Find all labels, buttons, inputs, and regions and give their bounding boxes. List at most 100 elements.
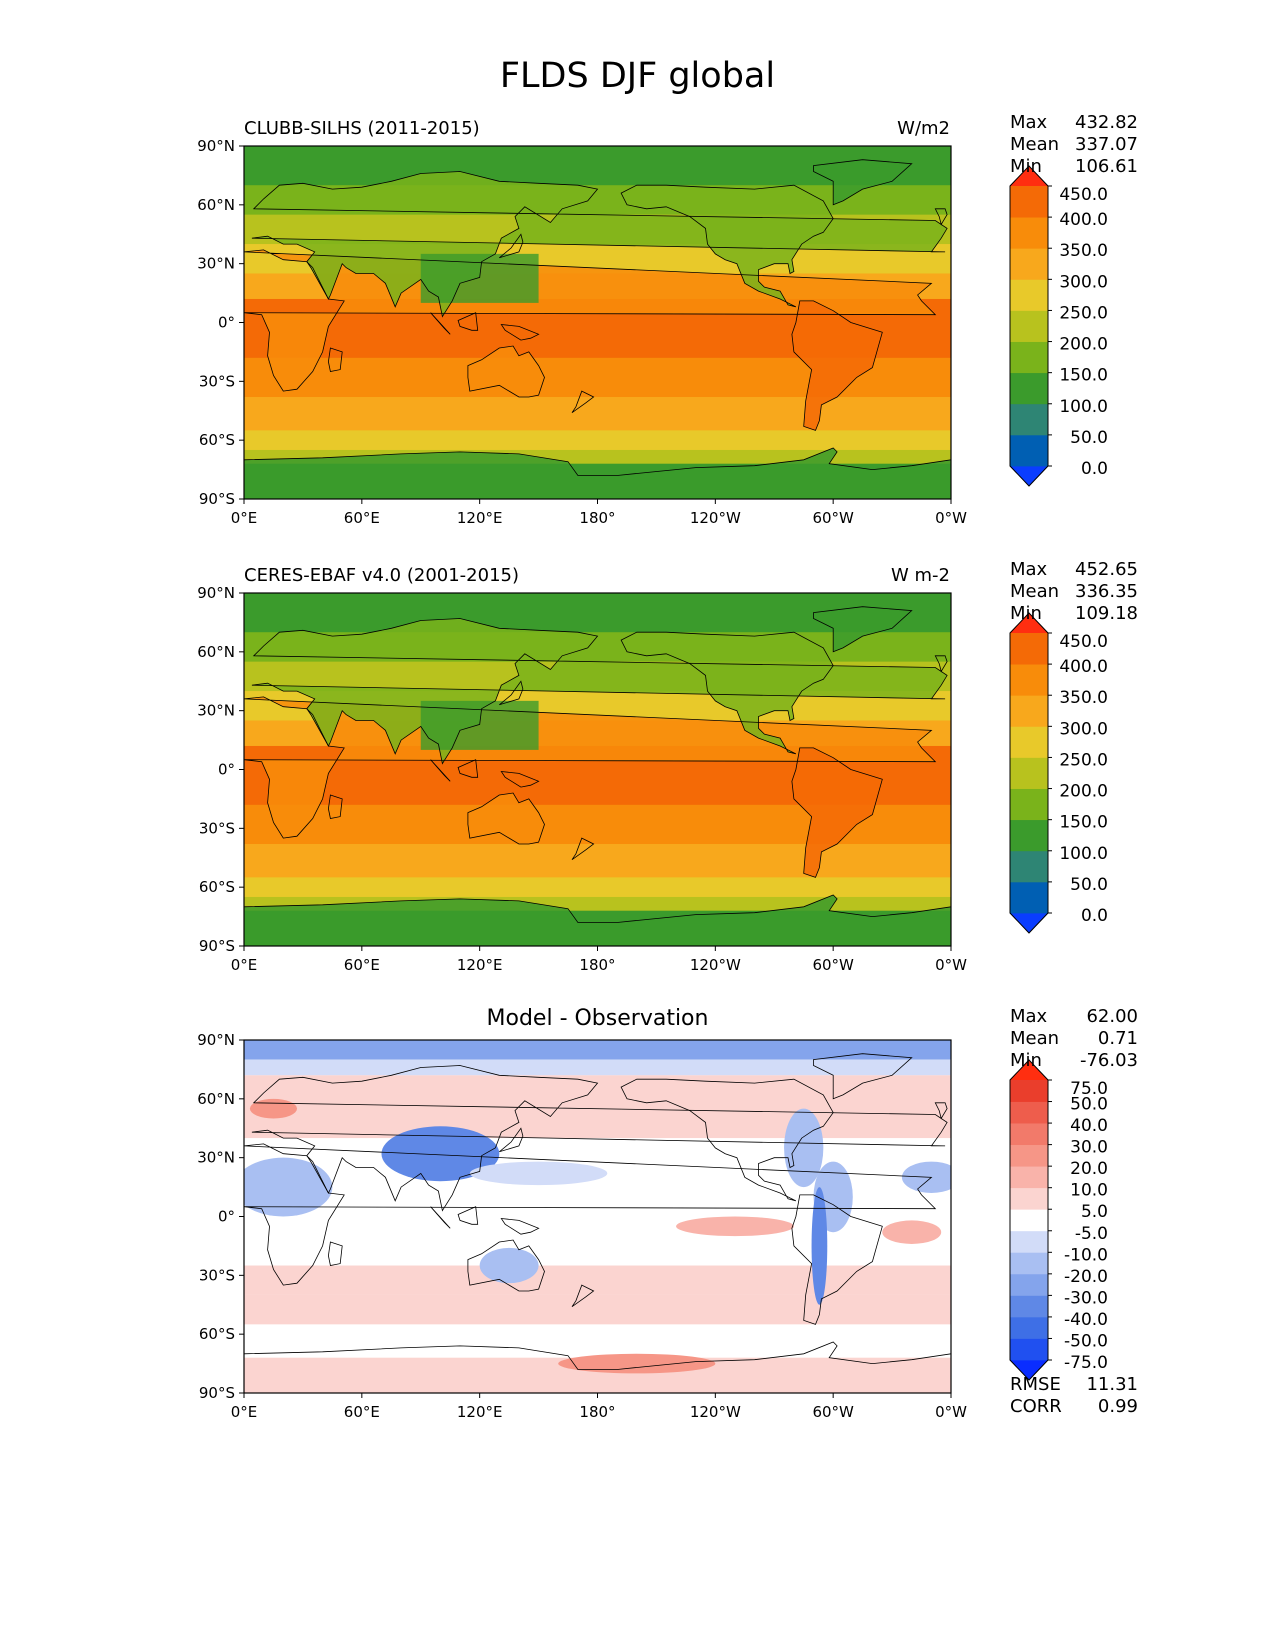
diff-anomaly [784,1108,824,1188]
colorbar-tick-label: 0.0 [1081,906,1108,926]
stat-value: 337.07 [1075,134,1138,155]
coastline [571,837,595,861]
panel3-stats: Max 62.00 Mean 0.71 Min -76.03 [1010,1006,1138,1072]
stat-label: Mean [1010,1028,1060,1049]
colorbar-tick-label: 400.0 [1059,210,1108,230]
stat-value: -76.03 [1079,1050,1138,1071]
lat-tick-label: 90°S [199,490,235,508]
panel1-title: CLUBB-SILHS (2011-2015) [244,118,480,139]
colorbar-tick-label: 300.0 [1059,272,1108,292]
colorbar-tick-label: 100.0 [1059,397,1108,417]
diff-band [244,1075,951,1139]
colorbar-upper-extend [1010,1060,1048,1080]
colorbar-segment [1010,1101,1048,1124]
diff-anomaly [469,1161,608,1186]
stat-value: 106.61 [1075,156,1138,177]
colorbar-1: 450.0 400.0 350.0 300.0 250.0 200.0 150.0 100.0… [1009,165,1108,487]
colorbar-segment [1010,850,1048,883]
diff-anomaly [811,1187,828,1305]
lat-tick-label: 30°N [197,702,235,720]
colorbar-tick-label: 50.0 [1070,1095,1108,1115]
stat-label: Mean [1010,581,1060,602]
panel3-extra-stats: RMSE 11.31 CORR 0.99 [1010,1374,1138,1418]
coastline [620,184,834,308]
coastline [244,249,937,392]
plateau-field [420,253,539,303]
colorbar-upper-extend [1010,613,1048,633]
colorbar-tick-label: 75.0 [1070,1079,1108,1099]
lon-tick-label: 180° [579,1403,615,1421]
coastline [500,324,540,341]
lat-tick-label: 60°S [199,431,235,449]
colorbar-segment [1010,1166,1048,1189]
land-field-australia [467,346,545,397]
colorbar-tick-label: 400.0 [1059,657,1108,677]
colorbar-segment [1010,1295,1048,1318]
land-field-namerica [621,632,834,754]
map-panel-1 [244,146,951,499]
coastline [813,159,913,206]
lon-tick-label: 0°E [231,956,258,974]
coastline [467,1239,545,1292]
colorbar-segment [1010,819,1048,852]
lat-tick-label: 30°N [197,1149,235,1167]
stat-label: Min [1010,1050,1042,1071]
map-axes: 90°N 60°N 30°N 0° 30°S 60°S 90°S0°E 60°E 120°E 18… [197,584,967,974]
colorbar-segment [1010,217,1048,249]
stat-label: Max [1010,1006,1048,1027]
coastline [430,759,451,782]
colorbar-segment [1010,757,1048,789]
diff-anomaly [381,1126,500,1182]
lon-tick-label: 60°W [812,1403,854,1421]
colorbar-segment [1010,341,1048,374]
colorbar-lower-extend [1010,466,1048,486]
stat-value: 336.35 [1075,581,1138,602]
lon-tick-label: 0°E [231,509,258,527]
lon-tick-label: 120°E [457,509,503,527]
field-band [244,397,951,431]
coastline [327,794,343,819]
map-axes: 90°N 60°N 30°N 0° 30°S 60°S 90°S0°E 60°E 120°E 18… [197,1031,967,1421]
stat-value: 0.99 [1097,1396,1138,1417]
colorbar-segment [1010,186,1048,218]
coastline [934,1102,948,1120]
colorbar-segment [1010,1273,1048,1296]
colorbar-tick-label: 150.0 [1059,366,1108,386]
lon-tick-label: 180° [579,509,615,527]
lat-tick-label: 30°S [199,819,235,837]
field-band [244,844,951,878]
coastline [244,894,951,923]
lat-tick-label: 30°S [199,1266,235,1284]
colorbar-tick-label: 450.0 [1059,185,1108,205]
coastline [244,696,937,839]
stat-label: Mean [1010,134,1060,155]
colorbar-segment [1010,310,1048,342]
colorbar-segment [1010,403,1048,436]
lon-tick-label: 0°W [935,956,967,974]
colorbar-tick-label: 450.0 [1059,632,1108,652]
lon-tick-label: 60°W [812,956,854,974]
colorbar-upper-extend [1010,166,1048,186]
coastline [327,347,343,372]
stat-value: 11.31 [1086,1374,1138,1395]
panel2-stats: Max 452.65 Mean 336.35 Min 109.18 [1010,559,1138,625]
coastline [571,390,595,414]
colorbar-segment [1010,1144,1048,1167]
lon-tick-label: 60°W [812,509,854,527]
diff-band [244,1265,951,1295]
coastline [430,312,451,335]
plateau-field [420,700,539,750]
lat-tick-label: 0° [218,314,235,332]
land-field-greenland [813,606,912,652]
lon-tick-label: 60°E [344,1403,380,1421]
coastline [457,1206,479,1225]
stat-label: Min [1010,156,1042,177]
lon-tick-label: 120°W [690,1403,741,1421]
lon-tick-label: 120°W [690,509,741,527]
panel1-units: W/m2 [897,118,950,139]
coastline [327,1241,343,1266]
colorbar-segment [1010,1080,1048,1102]
lat-tick-label: 90°N [197,1031,235,1049]
coastline [499,233,524,259]
lat-tick-label: 90°S [199,1384,235,1402]
